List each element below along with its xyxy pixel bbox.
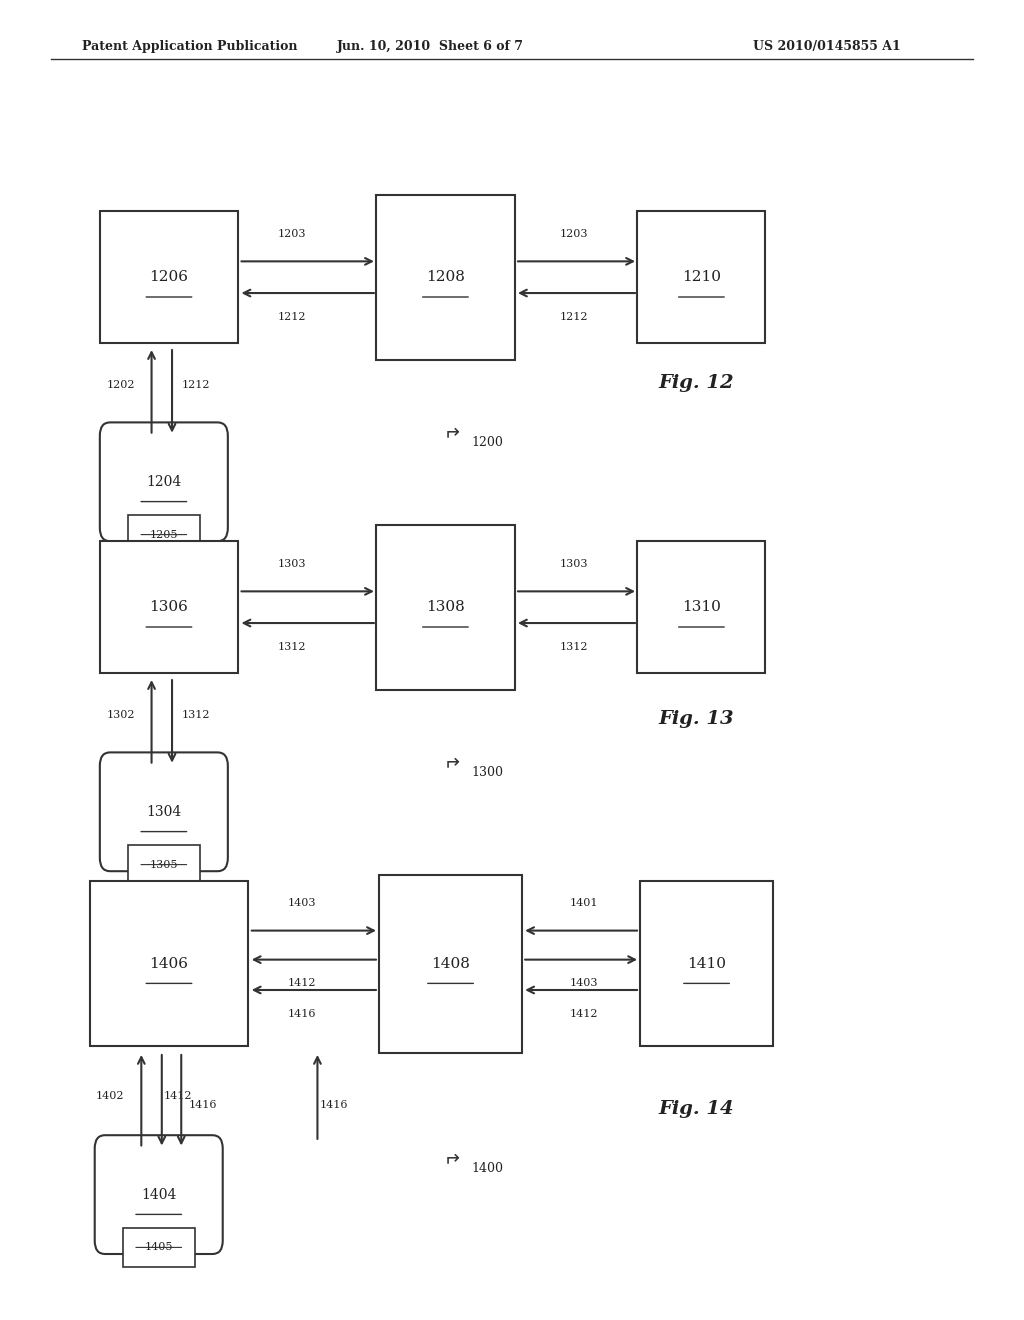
Text: 1305: 1305 <box>150 859 178 870</box>
Text: 1416: 1416 <box>319 1100 348 1110</box>
Text: 1208: 1208 <box>426 271 465 284</box>
Text: 1401: 1401 <box>569 898 598 908</box>
Text: 1406: 1406 <box>150 957 188 970</box>
Bar <box>379 874 522 1053</box>
Text: 1212: 1212 <box>181 380 210 391</box>
Text: 1310: 1310 <box>682 601 721 614</box>
Bar <box>377 524 514 689</box>
Text: 1303: 1303 <box>278 558 306 569</box>
Text: 1312: 1312 <box>278 642 306 652</box>
Text: 1303: 1303 <box>559 558 588 569</box>
FancyBboxPatch shape <box>100 422 228 541</box>
Text: 1200: 1200 <box>471 436 503 449</box>
Bar <box>640 882 773 1045</box>
Text: 1204: 1204 <box>146 475 181 488</box>
Text: Jun. 10, 2010  Sheet 6 of 7: Jun. 10, 2010 Sheet 6 of 7 <box>337 40 523 53</box>
Text: 1302: 1302 <box>106 710 135 721</box>
FancyBboxPatch shape <box>95 1135 223 1254</box>
Text: 1412: 1412 <box>288 978 316 989</box>
Text: 1408: 1408 <box>431 957 470 970</box>
Text: 1210: 1210 <box>682 271 721 284</box>
Text: Fig. 14: Fig. 14 <box>658 1100 734 1118</box>
Text: ↵: ↵ <box>442 750 459 768</box>
Text: 1400: 1400 <box>471 1162 503 1175</box>
Text: 1410: 1410 <box>687 957 726 970</box>
Text: 1203: 1203 <box>278 228 306 239</box>
Text: ↵: ↵ <box>442 1146 459 1164</box>
Text: 1300: 1300 <box>471 766 503 779</box>
Text: 1203: 1203 <box>559 228 588 239</box>
Text: 1212: 1212 <box>559 312 588 322</box>
Bar <box>637 211 766 343</box>
Text: 1304: 1304 <box>146 805 181 818</box>
Bar <box>377 194 514 359</box>
Text: 1403: 1403 <box>569 978 598 989</box>
Text: Patent Application Publication: Patent Application Publication <box>82 40 297 53</box>
Bar <box>128 845 200 884</box>
Text: 1404: 1404 <box>141 1188 176 1201</box>
Text: 1416: 1416 <box>188 1100 217 1110</box>
Bar <box>637 541 766 673</box>
Text: 1306: 1306 <box>150 601 188 614</box>
Text: Fig. 13: Fig. 13 <box>658 710 734 729</box>
Text: ↵: ↵ <box>442 420 459 438</box>
Text: 1308: 1308 <box>426 601 465 614</box>
Bar <box>100 541 238 673</box>
Bar <box>123 1228 195 1267</box>
Bar <box>90 882 248 1045</box>
Bar <box>128 515 200 554</box>
Text: 1402: 1402 <box>95 1090 124 1101</box>
Text: 1312: 1312 <box>559 642 588 652</box>
Text: 1405: 1405 <box>144 1242 173 1253</box>
Bar <box>100 211 238 343</box>
Text: 1403: 1403 <box>288 898 316 908</box>
Text: 1312: 1312 <box>181 710 210 721</box>
Text: 1416: 1416 <box>288 1008 316 1019</box>
Text: 1412: 1412 <box>164 1090 193 1101</box>
Text: 1202: 1202 <box>106 380 135 391</box>
Text: 1412: 1412 <box>569 1008 598 1019</box>
Text: 1206: 1206 <box>150 271 188 284</box>
Text: US 2010/0145855 A1: US 2010/0145855 A1 <box>754 40 901 53</box>
FancyBboxPatch shape <box>100 752 228 871</box>
Text: 1212: 1212 <box>278 312 306 322</box>
Text: 1205: 1205 <box>150 529 178 540</box>
Text: Fig. 12: Fig. 12 <box>658 374 734 392</box>
